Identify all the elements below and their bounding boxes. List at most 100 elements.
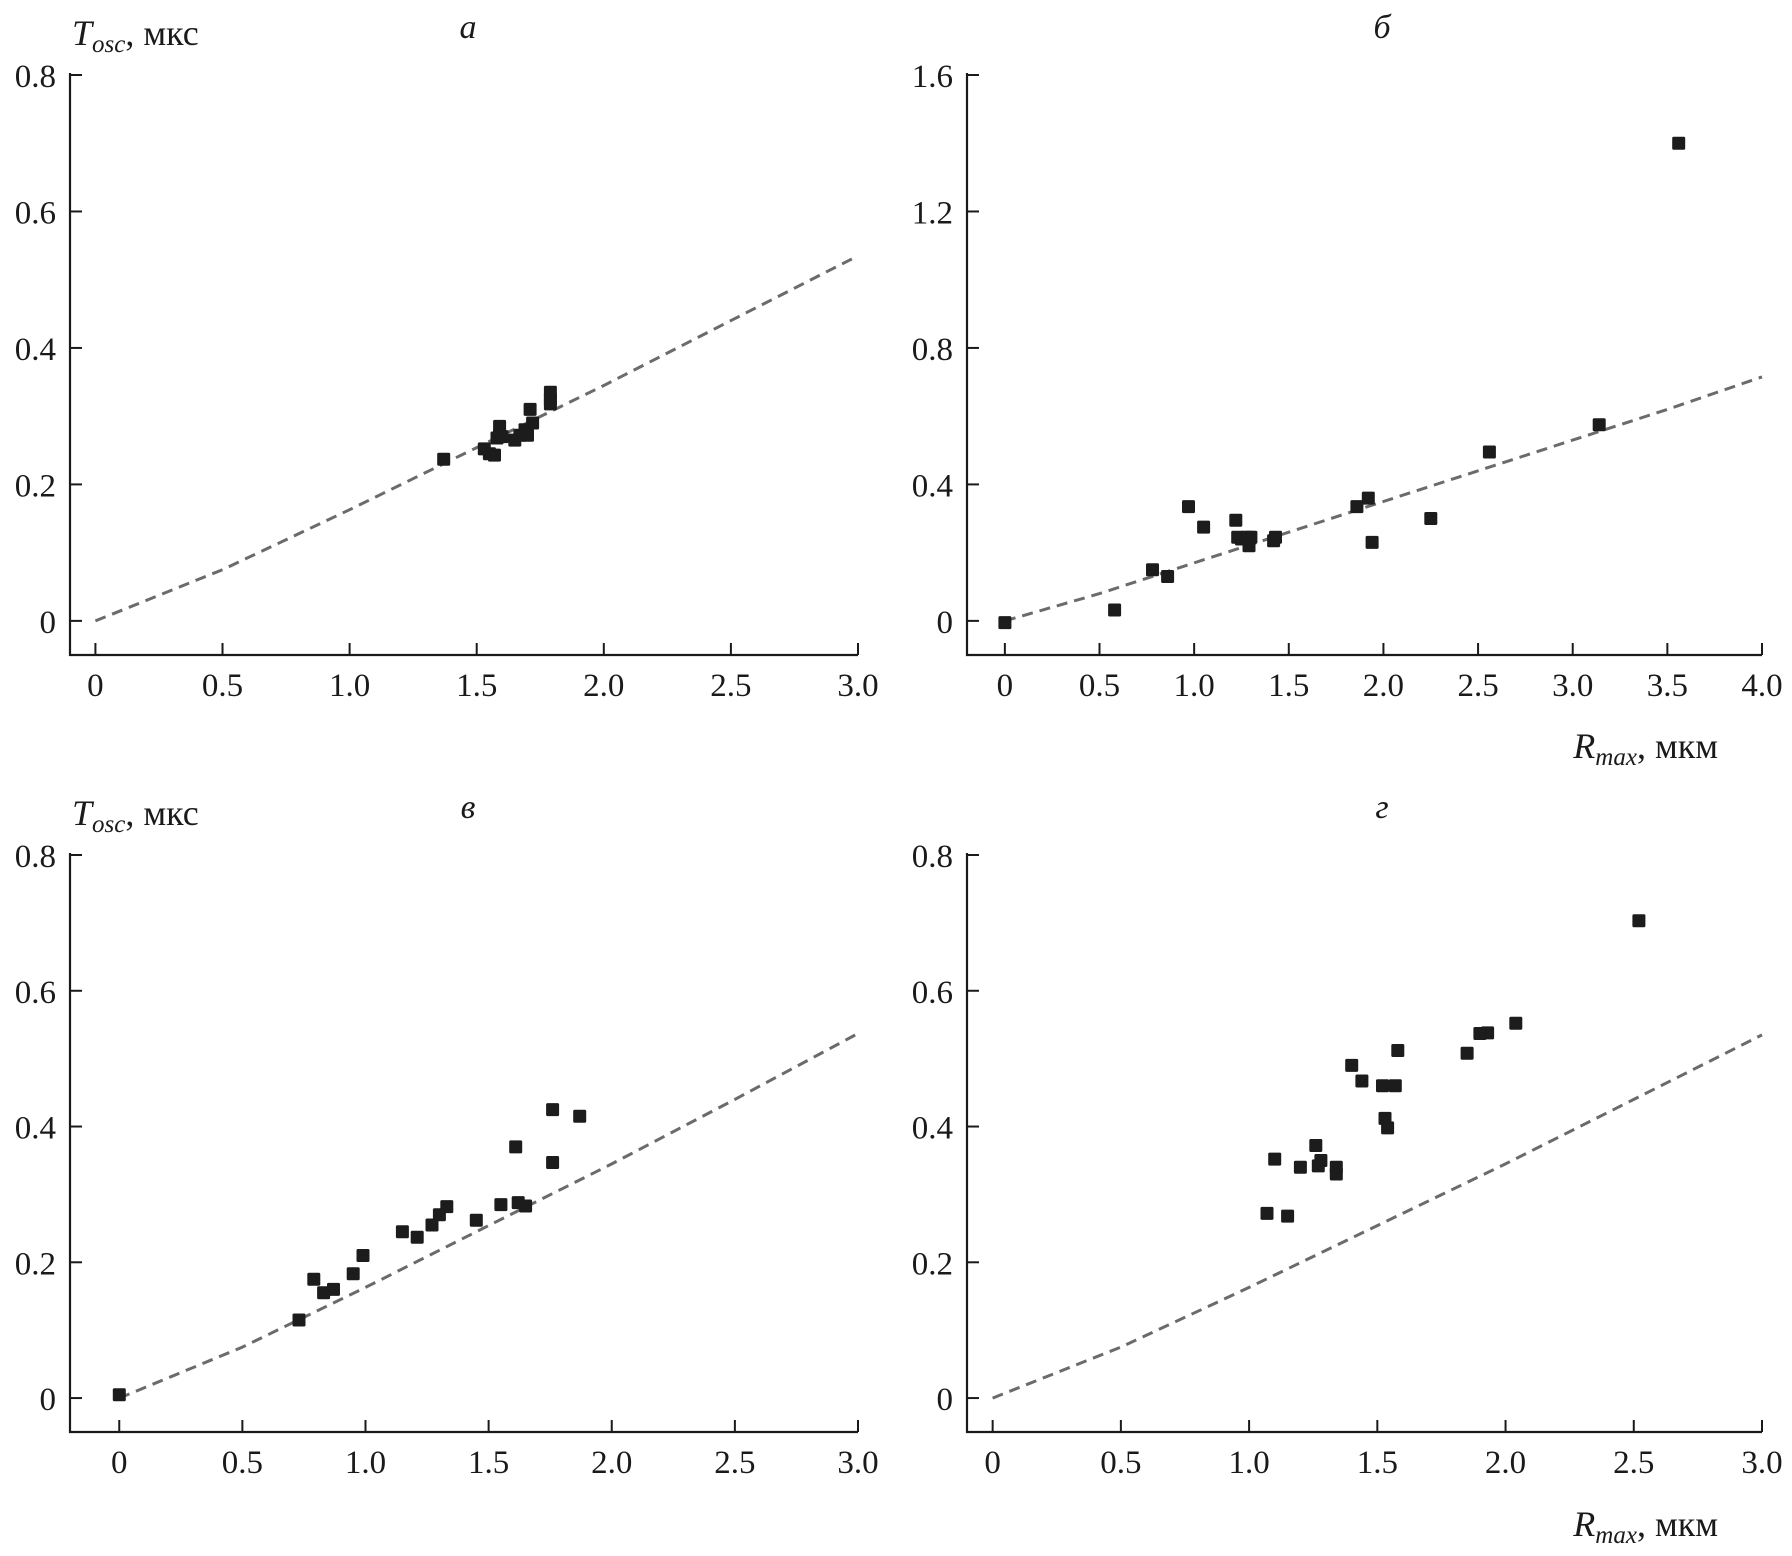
data-point (546, 1103, 560, 1117)
data-point (546, 1156, 560, 1169)
x-tick-label: 1.0 (1228, 1445, 1269, 1481)
data-point (1355, 1074, 1369, 1088)
data-point (1592, 418, 1606, 432)
data-point (1509, 1016, 1523, 1030)
data-point (1345, 1058, 1359, 1072)
data-point (1482, 445, 1496, 459)
data-point (1376, 1079, 1389, 1093)
x-tick-label: 1.0 (329, 668, 370, 704)
data-point (493, 419, 507, 433)
y-tick-label: 0 (40, 605, 57, 641)
x-tick-label: 1.0 (1174, 668, 1215, 704)
axes-frame (68, 853, 858, 1434)
y-axis-title: Tosc, мкс (72, 13, 199, 58)
data-point (469, 1213, 483, 1227)
x-tick-label: 3.0 (837, 668, 878, 704)
x-tick-label: 0.5 (202, 668, 243, 704)
fit-line (118, 1032, 859, 1400)
data-point (1365, 535, 1379, 549)
x-tick-label: 2.5 (710, 668, 751, 704)
x-tick-label: 0.5 (1100, 1445, 1141, 1481)
data-point (1381, 1121, 1395, 1135)
data-point (1350, 500, 1364, 514)
data-point (523, 402, 537, 416)
data-point (1361, 491, 1375, 505)
data-point (112, 1388, 126, 1402)
panel-3: 0 0.2 0.4 0.6 0.8 0 0.5 1.0 1.5 2.0 2.5 3.0 в Tosc, м… (15, 789, 879, 1481)
y-tick-label: 0.8 (912, 332, 953, 368)
data-point (425, 1218, 439, 1232)
data-point (519, 1199, 533, 1213)
x-tick-label: 2.5 (1457, 668, 1498, 704)
fit-line (992, 1033, 1763, 1400)
y-tick-label: 0.4 (15, 1111, 56, 1147)
x-tick-label: 3.0 (1741, 1445, 1782, 1481)
data-point (1182, 500, 1195, 514)
axes-frame (965, 853, 1762, 1434)
data-point (1329, 1167, 1343, 1181)
x-tick-label: 1.5 (1268, 668, 1309, 704)
data-point (526, 416, 540, 430)
panel-1: 0 0.2 0.4 0.6 0.8 0 0.5 1.0 1.5 2.0 2.5 3.0 а Tosc, м… (15, 9, 879, 704)
x-tick-label: 1.5 (1357, 1445, 1398, 1481)
data-point (998, 616, 1012, 630)
data-point (1309, 1139, 1323, 1152)
data-point (395, 1225, 409, 1239)
axes-frame (68, 73, 858, 657)
data-point (573, 1109, 587, 1123)
y-tick-label: 0.2 (912, 1246, 953, 1282)
data-point (543, 397, 557, 411)
y-tick-label: 0.6 (15, 195, 56, 231)
data-point (1293, 1160, 1307, 1174)
y-tick-label: 0.8 (912, 839, 953, 875)
data-point (1314, 1154, 1328, 1167)
x-axis-title: Rmax, мкм (1572, 1504, 1718, 1549)
y-tick-label: 0 (40, 1382, 57, 1418)
x-tick-label: 0.5 (1079, 668, 1120, 704)
y-tick-label: 0.4 (15, 332, 56, 368)
y-tick-label: 0.6 (15, 975, 56, 1011)
y-tick-label: 0 (937, 1382, 954, 1418)
x-tick-label: 2.0 (1485, 1445, 1526, 1481)
panel-label: а (460, 9, 477, 46)
data-point (440, 1200, 454, 1214)
x-tick-label: 0.5 (222, 1445, 263, 1481)
data-point (494, 1198, 508, 1212)
data-point (521, 428, 534, 442)
fit-line (1004, 375, 1763, 623)
x-tick-label: 3.5 (1647, 668, 1688, 704)
x-tick-label: 0 (997, 668, 1014, 704)
y-tick-label: 0.8 (15, 59, 56, 95)
data-point (410, 1230, 424, 1244)
data-point (1268, 1152, 1282, 1166)
axes-frame (965, 73, 1762, 657)
x-tick-label: 2.0 (591, 1445, 632, 1481)
x-tick-label: 2.0 (1363, 668, 1404, 704)
panel-2: 0 0.4 0.8 1.2 1.6 0 0.5 1.0 1.5 2.0 2.5 3.0 3.5 4.0 б R… (912, 9, 1783, 771)
y-tick-label: 1.6 (912, 59, 953, 95)
data-point (1108, 603, 1122, 617)
data-point (327, 1282, 340, 1296)
y-tick-label: 0.4 (912, 1111, 953, 1147)
data-point (1391, 1044, 1405, 1057)
y-tick-label: 0.2 (15, 1246, 56, 1282)
data-point (1672, 136, 1686, 150)
data-point (356, 1249, 370, 1262)
y-tick-label: 1.2 (912, 195, 953, 231)
y-tick-label: 0 (937, 605, 954, 641)
data-point (509, 1140, 523, 1154)
data-point (1460, 1046, 1474, 1060)
y-tick-label: 0.4 (912, 468, 953, 504)
data-point (1481, 1026, 1495, 1040)
x-tick-label: 1.5 (456, 668, 497, 704)
data-point (1388, 1079, 1402, 1093)
data-point (437, 452, 451, 466)
y-tick-label: 0.6 (912, 975, 953, 1011)
data-point (1197, 520, 1211, 534)
x-tick-label: 4.0 (1741, 668, 1782, 704)
data-point (1281, 1209, 1295, 1223)
x-tick-label: 2.5 (714, 1445, 755, 1481)
x-tick-label: 3.0 (837, 1445, 878, 1481)
data-point (1424, 512, 1438, 525)
data-point (1244, 530, 1258, 544)
